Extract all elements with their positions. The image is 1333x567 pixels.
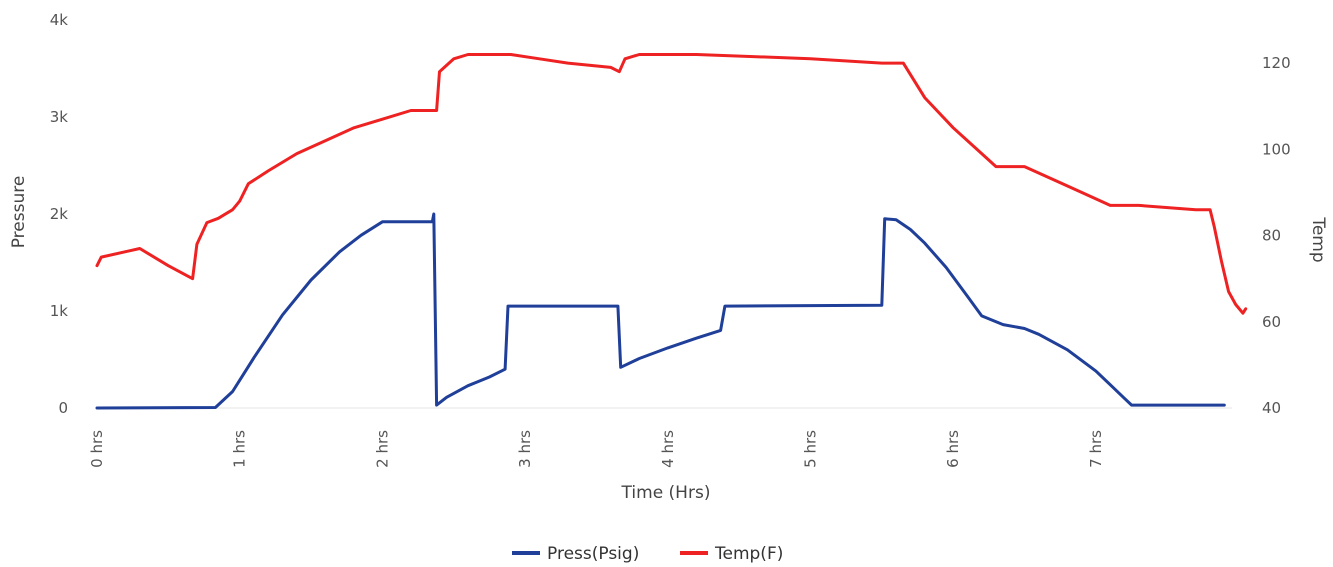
y-left-tick-label: 3k (50, 108, 69, 126)
series-line-temp[interactable] (95, 53, 1248, 315)
y-right-tick-label: 80 (1262, 227, 1281, 245)
series-line-press[interactable] (95, 212, 1226, 410)
x-tick-label: 5 hrs (802, 430, 820, 468)
x-tick-label: 4 hrs (659, 430, 677, 468)
y-right-tick-label: 40 (1262, 399, 1281, 417)
y-left-tick-label: 0 (58, 399, 68, 417)
y-left-tick-label: 4k (50, 11, 69, 29)
y-right-tick-label: 120 (1262, 54, 1291, 72)
y-left-tick-label: 1k (50, 302, 69, 320)
legend: Press(Psig) Temp(F) (512, 544, 783, 564)
x-axis-title: Time (Hrs) (621, 483, 711, 503)
legend-label-press: Press(Psig) (547, 544, 639, 564)
x-tick-label: 1 hrs (231, 430, 249, 468)
legend-item-temp[interactable]: Temp(F) (680, 544, 783, 564)
x-tick-label: 7 hrs (1087, 430, 1105, 468)
y-right-tick-label: 60 (1262, 313, 1281, 331)
y-left-tick-label: 2k (50, 205, 69, 223)
y-left-axis-title: Pressure (9, 176, 29, 249)
legend-item-press[interactable]: Press(Psig) (512, 544, 639, 564)
series-layer (95, 53, 1248, 410)
y-right-tick-label: 100 (1262, 140, 1291, 158)
legend-label-temp: Temp(F) (714, 544, 783, 564)
x-tick-label: 2 hrs (373, 430, 391, 468)
x-tick-label: 6 hrs (944, 430, 962, 468)
y-right-axis-title: Temp (1308, 216, 1328, 262)
x-tick-label: 3 hrs (516, 430, 534, 468)
x-tick-label: 0 hrs (88, 430, 106, 468)
ticks-layer: 0 1k 2k 3k 4k 40 60 80 100 120 0 hrs 1 hrs 2 hrs 3 hr… (50, 11, 1291, 468)
